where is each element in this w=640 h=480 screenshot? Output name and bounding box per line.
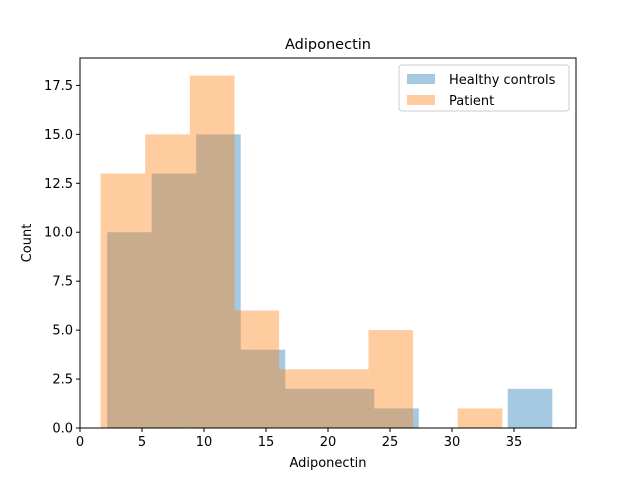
series-1-bars xyxy=(100,75,503,429)
y-tick-label: 12.5 xyxy=(44,177,73,192)
bar xyxy=(457,408,503,428)
bar xyxy=(145,134,190,428)
bar xyxy=(279,369,324,428)
y-tick-label: 5.0 xyxy=(52,324,73,339)
y-axis-label: Count xyxy=(20,224,35,263)
bar xyxy=(368,330,414,428)
x-axis: 0 5 10 15 20 25 30 35 xyxy=(76,428,522,450)
bar xyxy=(329,388,375,428)
x-tick-label: 5 xyxy=(138,435,146,450)
legend-swatch xyxy=(407,95,435,105)
bar xyxy=(507,388,553,428)
bar xyxy=(189,75,235,429)
bar xyxy=(100,173,146,428)
bar xyxy=(240,349,286,428)
y-tick-label: 17.5 xyxy=(44,79,73,94)
y-axis: 0.0 2.5 5.0 7.5 10.0 12.5 15.0 17.5 xyxy=(44,79,80,437)
bar xyxy=(285,388,330,428)
x-tick-label: 20 xyxy=(320,435,337,450)
y-tick-label: 7.5 xyxy=(52,275,73,290)
legend-label: Healthy controls xyxy=(449,73,556,88)
y-tick-label: 10.0 xyxy=(44,226,73,241)
series-0-bars xyxy=(107,134,553,428)
histogram-bars xyxy=(100,75,553,429)
bar xyxy=(234,310,280,428)
legend: Healthy controls Patient xyxy=(398,64,570,112)
y-tick-label: 0.0 xyxy=(52,422,73,437)
x-tick-label: 10 xyxy=(196,435,213,450)
bar xyxy=(196,134,241,428)
x-tick-label: 25 xyxy=(382,435,399,450)
legend-frame xyxy=(398,64,570,112)
legend-swatch xyxy=(407,74,435,84)
x-tick-label: 15 xyxy=(258,435,275,450)
bar xyxy=(107,232,152,428)
x-tick-label: 30 xyxy=(444,435,461,450)
x-tick-label: 0 xyxy=(76,435,84,450)
chart-title: Adiponectin xyxy=(285,37,371,53)
bar xyxy=(374,408,419,428)
x-axis-label: Adiponectin xyxy=(289,456,366,471)
y-tick-label: 2.5 xyxy=(52,373,73,388)
bar xyxy=(323,369,369,428)
y-tick-label: 15.0 xyxy=(44,128,73,143)
x-tick-label: 35 xyxy=(506,435,523,450)
bar xyxy=(151,173,197,428)
legend-label: Patient xyxy=(449,94,494,109)
